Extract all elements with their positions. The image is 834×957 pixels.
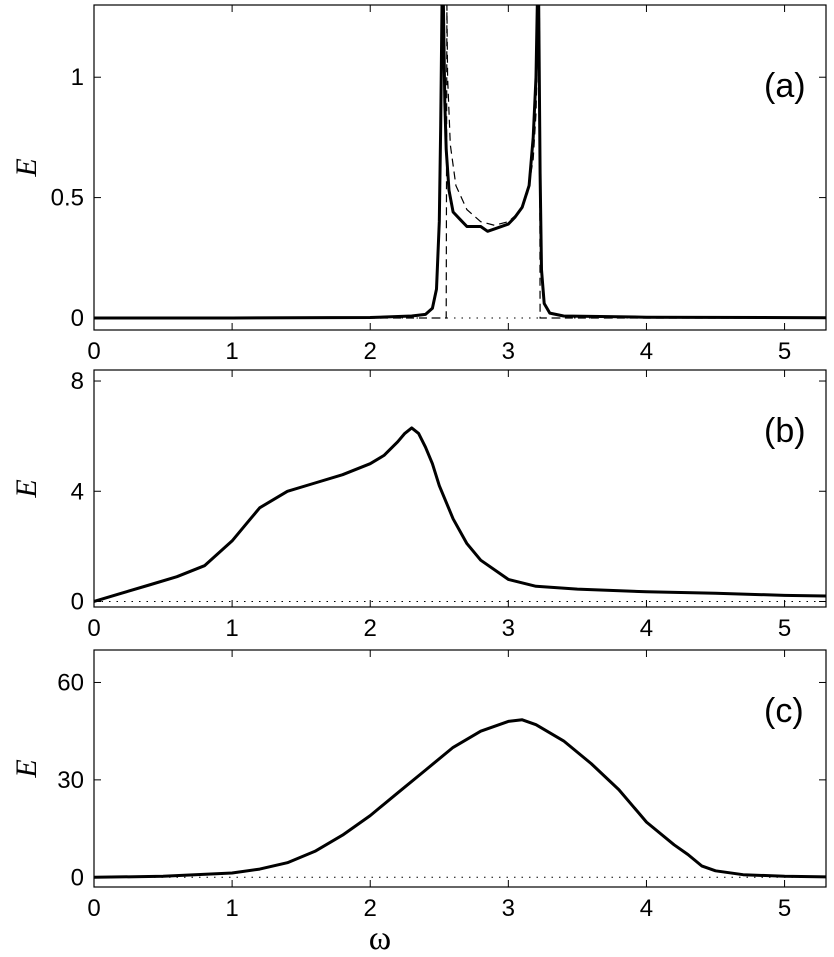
x-tick-label: 5 [778, 338, 791, 365]
panel-label: (b) [764, 412, 806, 450]
y-axis-label: E [10, 158, 43, 177]
axes-frame [93, 369, 827, 608]
x-tick-label: 4 [640, 615, 653, 642]
x-tick-label: 1 [225, 338, 238, 365]
y-tick-label: 4 [71, 478, 84, 505]
x-tick-label: 0 [87, 615, 100, 642]
x-tick-label: 5 [778, 615, 791, 642]
x-tick-label: 1 [225, 615, 238, 642]
series-line-dashed [94, 5, 826, 319]
panel-3: 0 1 2 3 4 5 0 30 60 E (c) ω [10, 649, 827, 957]
series-line-solid [94, 426, 826, 603]
y-tick-label: 30 [57, 767, 84, 794]
x-tick-label: 0 [87, 895, 100, 922]
panel-label: (c) [764, 692, 804, 730]
y-tick-label: 1 [71, 64, 84, 91]
x-tick-label: 4 [640, 338, 653, 365]
x-axis-label: ω [369, 920, 391, 957]
y-axis-label: E [10, 479, 43, 498]
x-tick-label: 4 [640, 895, 653, 922]
x-tick-label: 0 [87, 338, 100, 365]
panel-2: 0 1 2 3 4 5 0 4 8 E (b) [10, 368, 827, 642]
axes-frame [93, 4, 827, 331]
x-tick-label: 1 [225, 895, 238, 922]
x-tick-label: 5 [778, 895, 791, 922]
series-line-solid [94, 718, 826, 879]
y-tick-label: 0 [71, 588, 84, 615]
axes-frame [93, 649, 827, 888]
x-tick-label: 3 [502, 615, 515, 642]
y-tick-label: 0 [71, 305, 84, 332]
x-tick-label: 3 [502, 895, 515, 922]
panel-1: 0 1 2 3 4 5 0 0.5 1 E (a) [10, 4, 827, 365]
x-tick-label: 2 [364, 615, 377, 642]
y-tick-label: 60 [57, 669, 84, 696]
series-line-solid [94, 5, 826, 320]
panel-label: (a) [764, 67, 806, 105]
x-tick-label: 2 [364, 338, 377, 365]
y-tick-label: 0.5 [51, 185, 84, 212]
y-axis-label: E [10, 759, 43, 778]
y-tick-label: 8 [71, 368, 84, 395]
x-tick-label: 3 [502, 338, 515, 365]
y-tick-label: 0 [71, 864, 84, 891]
x-tick-label: 2 [364, 895, 377, 922]
